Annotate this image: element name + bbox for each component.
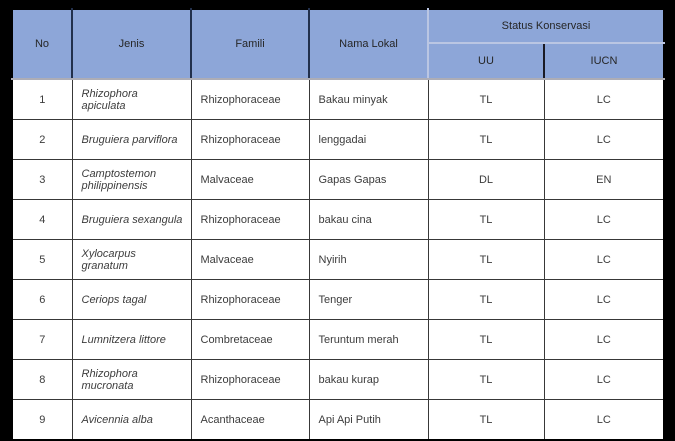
header-row-top: No Jenis Famili Nama Lokal Status Konser… <box>12 9 664 80</box>
column-header-no: No <box>12 9 73 80</box>
cell-jenis: Ceriops tagal <box>71 279 192 320</box>
cell-nama-lokal: bakau kurap <box>308 359 429 400</box>
table-body: 1 Rhizophora apiculata Rhizophoraceae Ba… <box>11 78 665 441</box>
cell-nama-lokal: lenggadai <box>308 119 429 160</box>
cell-jenis: Rhizophora mucronata <box>71 359 192 400</box>
cell-jenis: Camptostemon philippinensis <box>71 159 192 200</box>
cell-no: 2 <box>11 119 73 160</box>
cell-no: 1 <box>11 78 73 120</box>
cell-nama-lokal: Gapas Gapas <box>308 159 429 200</box>
column-header-uu: UU <box>428 43 545 80</box>
species-table-frame: No Jenis Famili Nama Lokal Status Konser… <box>11 8 665 441</box>
cell-iucn: LC <box>543 199 665 240</box>
cell-no: 5 <box>11 239 73 280</box>
table-row: 4 Bruguiera sexangula Rhizophoraceae bak… <box>11 199 665 240</box>
cell-jenis: Bruguiera sexangula <box>71 199 192 240</box>
cell-nama-lokal: Bakau minyak <box>308 78 429 120</box>
cell-nama-lokal: Teruntum merah <box>308 319 429 360</box>
table-row: 7 Lumnitzera littore Combretaceae Terunt… <box>11 319 665 360</box>
cell-no: 8 <box>11 359 73 400</box>
cell-jenis: Lumnitzera littore <box>71 319 192 360</box>
cell-famili: Rhizophoraceae <box>190 199 310 240</box>
cell-iucn: LC <box>543 78 665 120</box>
column-header-iucn: IUCN <box>544 43 664 80</box>
cell-famili: Malvaceae <box>190 159 310 200</box>
cell-uu: DL <box>427 159 545 200</box>
cell-jenis: Rhizophora apiculata <box>71 78 192 120</box>
cell-jenis: Xylocarpus granatum <box>71 239 192 280</box>
cell-uu: TL <box>427 359 545 400</box>
table-header: No Jenis Famili Nama Lokal Status Konser… <box>12 9 664 80</box>
table-row: 6 Ceriops tagal Rhizophoraceae Tenger TL… <box>11 279 665 320</box>
cell-uu: TL <box>427 199 545 240</box>
cell-nama-lokal: Nyirih <box>308 239 429 280</box>
cell-famili: Rhizophoraceae <box>190 359 310 400</box>
cell-nama-lokal: Tenger <box>308 279 429 320</box>
cell-uu: TL <box>427 319 545 360</box>
cell-uu: TL <box>427 279 545 320</box>
cell-no: 7 <box>11 319 73 360</box>
cell-jenis: Bruguiera parviflora <box>71 119 192 160</box>
cell-famili: Combretaceae <box>190 319 310 360</box>
cell-iucn: LC <box>543 279 665 320</box>
cell-uu: TL <box>427 78 545 120</box>
species-conservation-table: No Jenis Famili Nama Lokal Status Konser… <box>11 8 665 441</box>
table-row: 8 Rhizophora mucronata Rhizophoraceae ba… <box>11 359 665 400</box>
cell-iucn: LC <box>543 359 665 400</box>
column-header-status-konservasi: Status Konservasi <box>428 9 664 44</box>
table-row: 3 Camptostemon philippinensis Malvaceae … <box>11 159 665 200</box>
cell-iucn: EN <box>543 159 665 200</box>
table-row: 2 Bruguiera parviflora Rhizophoraceae le… <box>11 119 665 160</box>
cell-iucn: LC <box>543 319 665 360</box>
cell-famili: Rhizophoraceae <box>190 279 310 320</box>
cell-no: 6 <box>11 279 73 320</box>
cell-famili: Rhizophoraceae <box>190 119 310 160</box>
cell-famili: Malvaceae <box>190 239 310 280</box>
column-header-jenis: Jenis <box>72 9 192 80</box>
cell-iucn: LC <box>543 239 665 280</box>
table-row: 1 Rhizophora apiculata Rhizophoraceae Ba… <box>11 78 665 120</box>
cell-iucn: LC <box>543 119 665 160</box>
cell-uu: TL <box>427 119 545 160</box>
cell-nama-lokal: bakau cina <box>308 199 429 240</box>
column-header-nama-lokal: Nama Lokal <box>309 9 429 80</box>
cell-no: 4 <box>11 199 73 240</box>
cell-famili: Rhizophoraceae <box>190 78 310 120</box>
column-header-famili: Famili <box>191 9 310 80</box>
cell-uu: TL <box>427 239 545 280</box>
header-row-bottom: UU IUCN <box>12 43 664 80</box>
cell-no: 3 <box>11 159 73 200</box>
table-row: 5 Xylocarpus granatum Malvaceae Nyirih T… <box>11 239 665 280</box>
